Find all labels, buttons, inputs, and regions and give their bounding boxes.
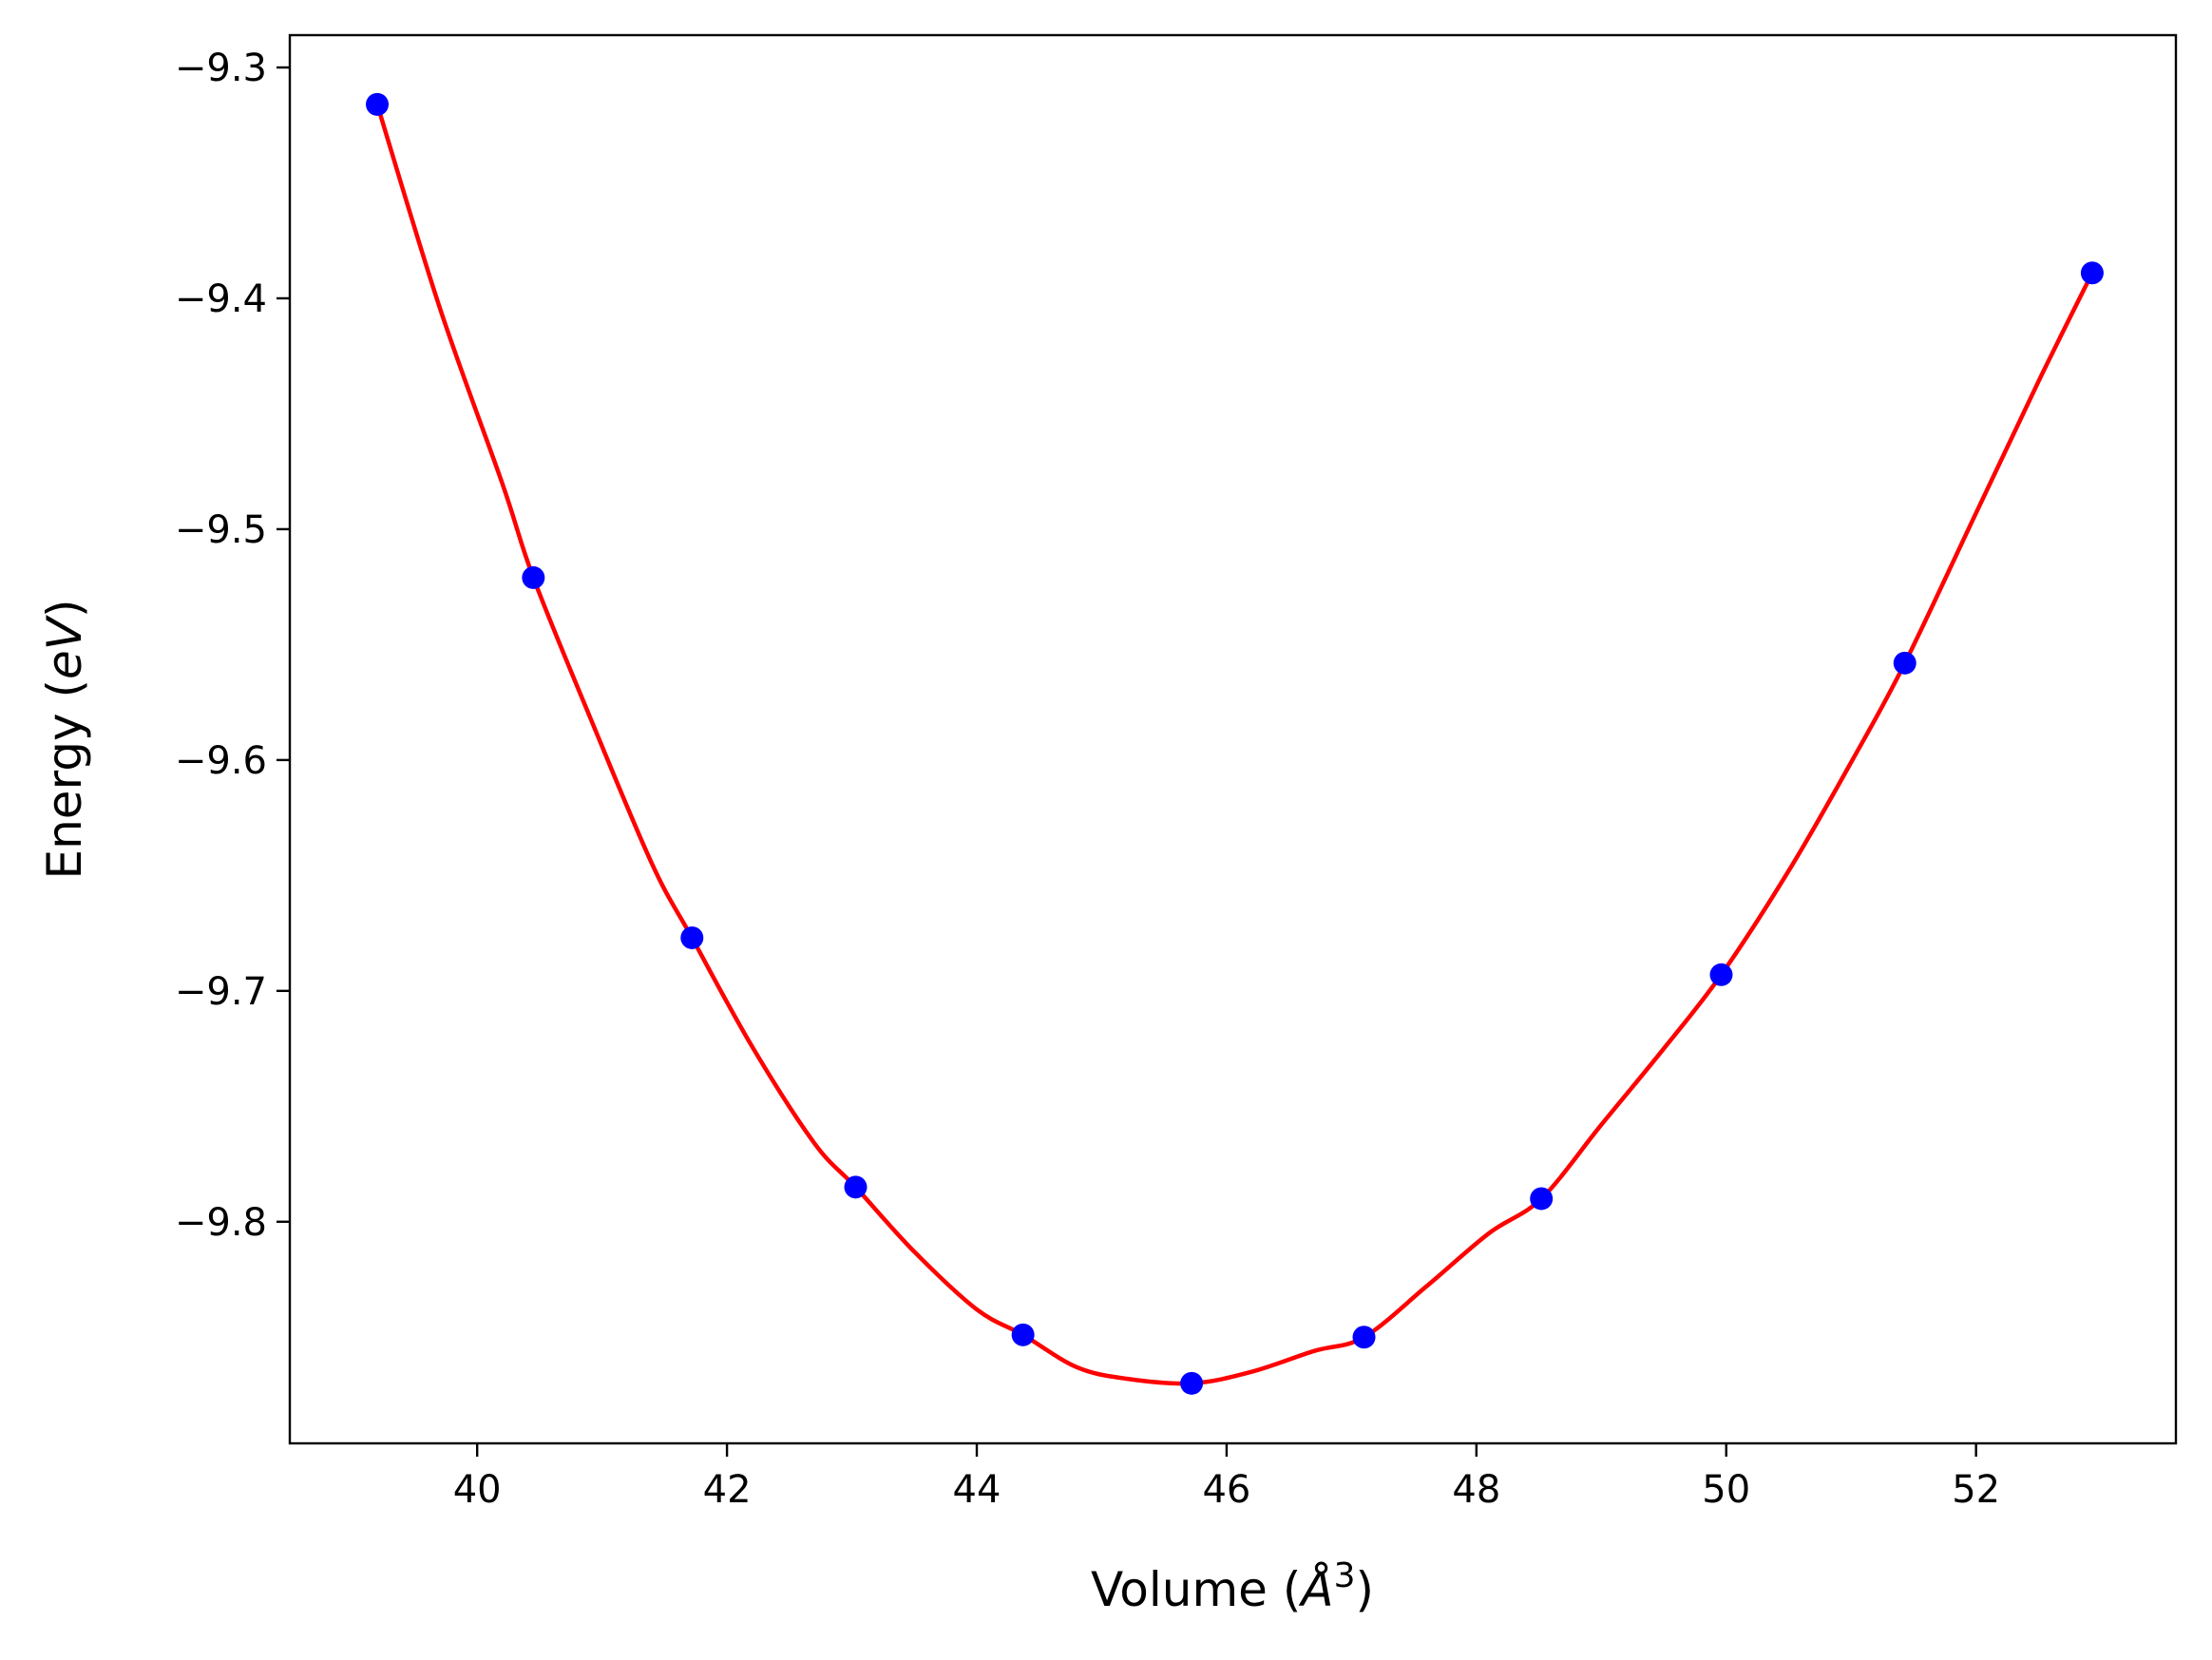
x-axis-label: Volume (Å3): [1091, 1556, 1374, 1618]
x-tick-label: 50: [1702, 1468, 1750, 1512]
plot-area: [366, 92, 2104, 1395]
data-point: [2080, 261, 2104, 285]
y-tick-label: −9.8: [175, 1201, 267, 1245]
data-point: [1709, 963, 1733, 986]
y-axis: −9.3 −9.4 −9.5 −9.6 −9.7 −9.8: [175, 47, 290, 1245]
data-point: [366, 92, 390, 116]
x-tick-label: 44: [953, 1468, 1001, 1512]
y-tick-label: −9.7: [175, 970, 267, 1014]
axes-frame: [288, 33, 2178, 1445]
x-tick-label: 52: [1952, 1468, 2000, 1512]
y-tick-label: −9.4: [175, 277, 267, 321]
data-point: [522, 565, 545, 589]
y-tick-label: −9.6: [175, 739, 267, 783]
data-point: [844, 1175, 868, 1199]
x-axis: 40 42 44 46 48 50 52: [453, 1443, 2000, 1512]
x-tick-label: 46: [1202, 1468, 1250, 1512]
data-point: [1352, 1326, 1376, 1349]
y-axis-label: Energy (eV): [37, 600, 92, 880]
data-point: [1893, 651, 1916, 675]
data-point: [680, 925, 704, 949]
data-point: [1530, 1187, 1554, 1211]
x-tick-label: 40: [453, 1468, 502, 1512]
data-point: [1011, 1323, 1035, 1346]
y-tick-label: −9.3: [175, 47, 267, 90]
x-tick-label: 48: [1452, 1468, 1500, 1512]
data-point: [1180, 1371, 1204, 1395]
x-tick-label: 42: [703, 1468, 752, 1512]
y-tick-label: −9.5: [175, 508, 267, 552]
